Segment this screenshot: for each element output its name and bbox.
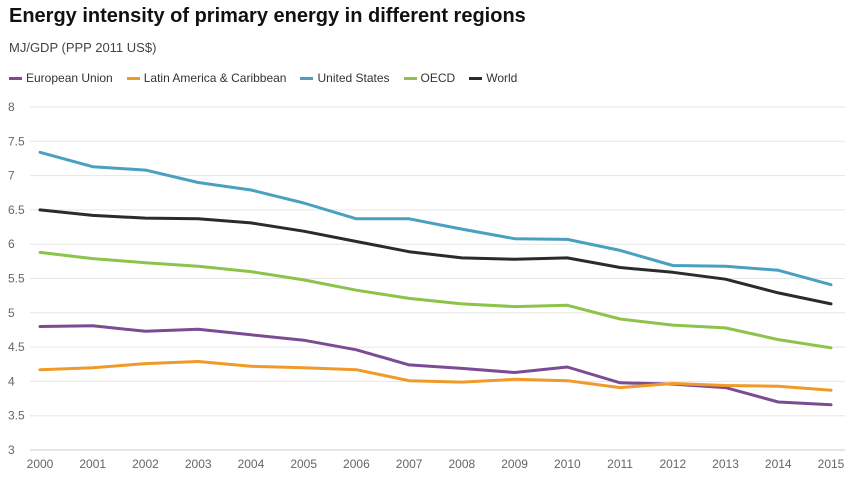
- x-tick-label: 2008: [449, 457, 476, 471]
- legend-item-latin-america-caribbean: Latin America & Caribbean: [126, 71, 287, 85]
- y-tick-label: 8: [8, 100, 15, 114]
- legend-swatch: [9, 76, 22, 80]
- y-tick-label: 5: [8, 306, 15, 320]
- series-line-united-states: [38, 150, 833, 287]
- y-tick-label: 4: [8, 374, 15, 388]
- x-tick-label: 2013: [712, 457, 739, 471]
- legend-label: European Union: [26, 71, 113, 85]
- x-tick-label: 2010: [554, 457, 581, 471]
- y-tick-label: 4.5: [8, 340, 25, 354]
- y-tick-label: 5.5: [8, 272, 25, 286]
- legend-label: OECD: [420, 71, 456, 85]
- y-tick-label: 3.5: [8, 409, 25, 423]
- x-tick-label: 2012: [659, 457, 686, 471]
- y-tick-label: 6.5: [8, 203, 25, 217]
- chart-legend: European Union Latin America & Caribbean U…: [9, 70, 531, 86]
- legend-item-oecd: OECD: [403, 71, 456, 85]
- x-tick-label: 2007: [396, 457, 423, 471]
- series-line-latin-america-caribbean: [38, 360, 833, 392]
- x-tick-label: 2009: [501, 457, 528, 471]
- chart-title: Energy intensity of primary energy in di…: [9, 5, 526, 27]
- y-tick-label: 7.5: [8, 134, 25, 148]
- legend-item-united-states: United States: [300, 71, 390, 85]
- legend-swatch: [300, 76, 314, 80]
- y-tick-label: 3: [8, 443, 15, 457]
- series-line-european-union: [38, 324, 833, 407]
- legend-swatch: [126, 76, 140, 80]
- x-tick-label: 2001: [79, 457, 106, 471]
- legend-label: United States: [317, 71, 390, 85]
- x-tick-label: 2004: [238, 457, 265, 471]
- legend-swatch: [469, 76, 483, 80]
- series-line-oecd: [38, 250, 833, 350]
- legend-label: Latin America & Caribbean: [143, 71, 287, 85]
- y-tick-label: 6: [8, 237, 15, 251]
- legend-label: World: [486, 71, 518, 85]
- x-tick-label: 2002: [132, 457, 159, 471]
- y-tick-label: 7: [8, 169, 15, 183]
- x-tick-label: 2006: [343, 457, 370, 471]
- series-line-world: [38, 208, 833, 306]
- legend-swatch: [403, 76, 417, 80]
- chart-subtitle: MJ/GDP (PPP 2011 US$): [9, 40, 157, 55]
- x-tick-label: 2003: [185, 457, 212, 471]
- x-tick-label: 2005: [290, 457, 317, 471]
- x-tick-label: 2011: [607, 457, 633, 471]
- x-tick-label: 2014: [765, 457, 792, 471]
- x-tick-label: 2000: [27, 457, 54, 471]
- legend-item-world: World: [469, 71, 517, 85]
- x-tick-label: 2015: [818, 457, 845, 471]
- legend-item-european-union: European Union: [9, 71, 113, 85]
